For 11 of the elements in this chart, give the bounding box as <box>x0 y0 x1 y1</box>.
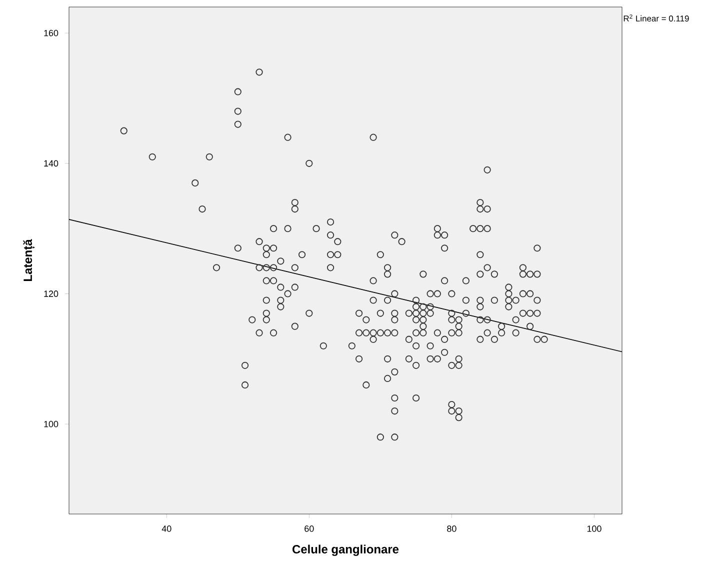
y-tick-label: 140 <box>44 160 58 167</box>
text: R$^{2}$ Linear = 0.119 <box>624 14 689 22</box>
x-tick-label: 100 <box>587 526 602 532</box>
y-tick-label: 160 <box>44 30 58 36</box>
x-tick-label: 80 <box>447 526 456 532</box>
x-tick-label: 40 <box>162 526 172 532</box>
y-tick-label: 120 <box>44 290 58 297</box>
y-tick-label: 100 <box>44 420 58 428</box>
x-tick-label: 60 <box>304 526 314 532</box>
x-axis-title: Celule ganglionare <box>292 544 399 556</box>
y-axis-title: Latență <box>23 239 35 281</box>
